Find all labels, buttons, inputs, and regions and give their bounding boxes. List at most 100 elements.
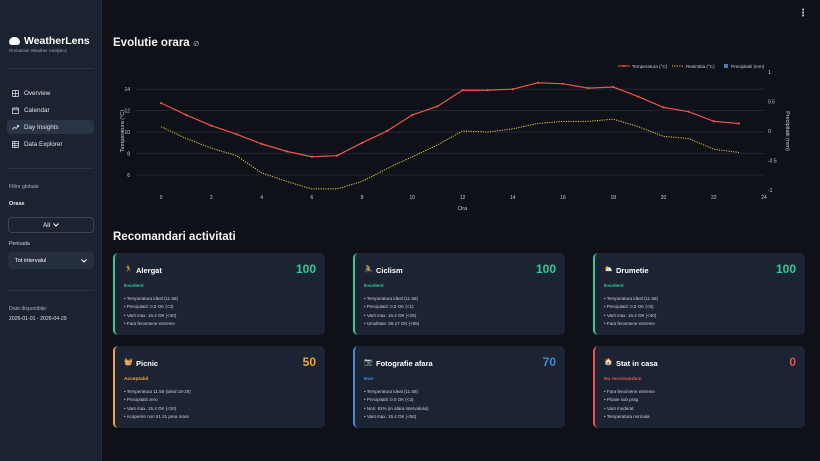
dates-value: 2026-01-01 - 2026-04-29 [9, 316, 67, 322]
reason-item: Fara fenomene extreme [604, 320, 658, 328]
activity-card: 🏠Stat in casa 0 Nu recomandam Fara fenomene… [593, 346, 805, 428]
reason-item: Vant max. 15.4 OK (<25) [364, 312, 419, 320]
data-point [386, 129, 389, 133]
activity-name: Drumetie [616, 266, 649, 275]
activity-verdict: Excelent [364, 284, 384, 289]
reason-item: Temperatura normala [604, 413, 655, 421]
x-axis-label: Ora [458, 206, 468, 212]
activity-reasons: Temperatura ideal (11.58)Precipitatii: 0… [364, 388, 429, 422]
reason-item: Temperatura 11.58 (ideal 18-28) [124, 388, 191, 396]
activity-score: 100 [535, 262, 556, 276]
data-point [737, 122, 740, 125]
activity-card: ⛅Drumetie 100 Excelent Temperatura ideal (1… [593, 253, 805, 335]
grid-icon [12, 89, 19, 97]
data-point [486, 89, 489, 92]
sidebar: WeatherLens Romanian Weather Analytics O… [0, 0, 102, 461]
data-point [461, 89, 464, 92]
data-point [210, 124, 213, 127]
reason-item: Precipitatii: 0.0 OK (<5) [604, 303, 658, 311]
x-tick-label: 4 [260, 195, 263, 201]
activity-card: 🏃Alergat 100 Excelent Temperatura ideal (11… [113, 253, 325, 335]
hourly-section-title: Evolutie orara ⊘ [113, 37, 199, 49]
activity-verdict: Excelent [124, 284, 144, 289]
period-label: Perioada [9, 241, 30, 247]
sidebar-item-day-insights[interactable]: Day Insights [7, 120, 94, 135]
data-point [587, 86, 590, 90]
reason-item: Vant max. 15.4 OK (<30) [124, 312, 178, 320]
data-point [612, 85, 615, 89]
chevron-down-icon [53, 223, 59, 227]
reason-item: Precipitatii: 0.0 OK (<3) [364, 396, 429, 404]
activity-verdict: Excelent [604, 284, 624, 289]
activity-score: 0 [789, 355, 796, 369]
x-tick-label: 18 [610, 195, 616, 201]
activity-reasons: Temperatura 11.58 (ideal 18-28)Precipita… [124, 388, 191, 422]
legend-label: Resimtita (°C) [686, 64, 715, 69]
activity-name: Stat in casa [616, 359, 658, 368]
reason-item: Acoperire nori 81.21 prea mare [124, 413, 191, 421]
sidebar-nav: Overview Calendar Day Insights Data Expl… [7, 86, 94, 155]
cloud-icon [9, 37, 20, 45]
legend-swatch [724, 64, 728, 68]
chevron-down-icon [81, 258, 87, 263]
activity-name: Ciclism [376, 266, 403, 275]
activity-card: 🚴Ciclism 100 Excelent Temperatura ideal (11… [353, 253, 565, 335]
x-tick-label: 0 [160, 195, 163, 201]
activity-name: Alergat [136, 266, 162, 275]
sidebar-item-data-explorer[interactable]: Data Explorer [7, 138, 94, 152]
dates-label: Date disponibile: [9, 306, 48, 312]
y2-axis-label: Precipitatii (mm) [784, 111, 790, 151]
cycling-icon: 🚴 [364, 266, 373, 273]
hiking-icon: ⛅ [604, 266, 613, 273]
cities-select[interactable]: All [8, 217, 94, 233]
sidebar-item-label: Day Insights [24, 123, 59, 131]
x-tick-label: 2 [210, 195, 213, 201]
activity-score: 100 [775, 262, 796, 276]
x-tick-label: 10 [410, 195, 416, 201]
sidebar-item-overview[interactable]: Overview [7, 86, 94, 100]
y-tick-label: 12 [124, 108, 130, 114]
y2-tick-label: 0.5 [768, 99, 775, 105]
link-icon[interactable]: ⊘ [192, 39, 200, 48]
reason-item: Temperatura ideal (11.58) [124, 295, 178, 303]
filters-title: Filtre globale [9, 184, 39, 190]
data-point [536, 81, 540, 84]
sidebar-item-calendar[interactable]: Calendar [7, 103, 94, 117]
app-title: WeatherLens [24, 35, 90, 47]
reason-item: Vant max. 15.4 OK (<50) [364, 413, 429, 421]
reason-item: Vant max. 15.4 OK (<40) [604, 312, 658, 320]
brand: WeatherLens [9, 35, 90, 47]
reason-item: Temperatura ideal (11.58) [364, 388, 429, 396]
y-tick-label: 10 [124, 130, 130, 136]
reason-item: Fara fenomene extreme [604, 388, 655, 396]
x-tick-label: 24 [761, 195, 767, 201]
activity-reasons: Temperatura ideal (11.58)Precipitatii: 0… [124, 295, 178, 329]
legend-marker [622, 64, 626, 68]
activity-reasons: Temperatura ideal (11.58)Precipitatii: 0… [604, 295, 658, 329]
x-tick-label: 8 [361, 195, 364, 201]
table-icon [12, 141, 19, 149]
activity-reasons: Temperatura ideal (11.58)Precipitatii: 0… [364, 295, 419, 329]
activity-score: 70 [542, 355, 556, 369]
activity-name: Picnic [136, 359, 159, 368]
legend-label: Precipitatii (mm) [731, 64, 765, 69]
activity-name: Fotografie afara [376, 359, 433, 368]
period-select[interactable]: Tot intervalul [8, 252, 94, 269]
reason-item: Umiditate: 59.17 OK (<85) [364, 320, 419, 328]
data-point [360, 141, 364, 144]
series-line-0 [160, 82, 739, 158]
reason-item: Precipitatii: 0.0 OK (<1) [364, 303, 419, 311]
data-point [662, 106, 665, 109]
period-select-value: Tot intervalul [15, 257, 47, 264]
reason-item: Nori: 81% (in afara intervalului) [364, 405, 429, 413]
data-point [637, 95, 640, 98]
cities-select-value: All [43, 221, 50, 229]
main-menu-button[interactable]: ⋮ [798, 8, 808, 19]
app-subtitle: Romanian Weather Analytics [9, 48, 67, 53]
reason-item: Temperatura ideal (11.58) [604, 295, 658, 303]
x-tick-label: 12 [460, 195, 466, 201]
hourly-title-text: Evolutie orara [113, 37, 190, 49]
series-line-1 [160, 118, 739, 190]
y2-tick-label: 0 [768, 129, 771, 135]
data-point [511, 88, 514, 91]
